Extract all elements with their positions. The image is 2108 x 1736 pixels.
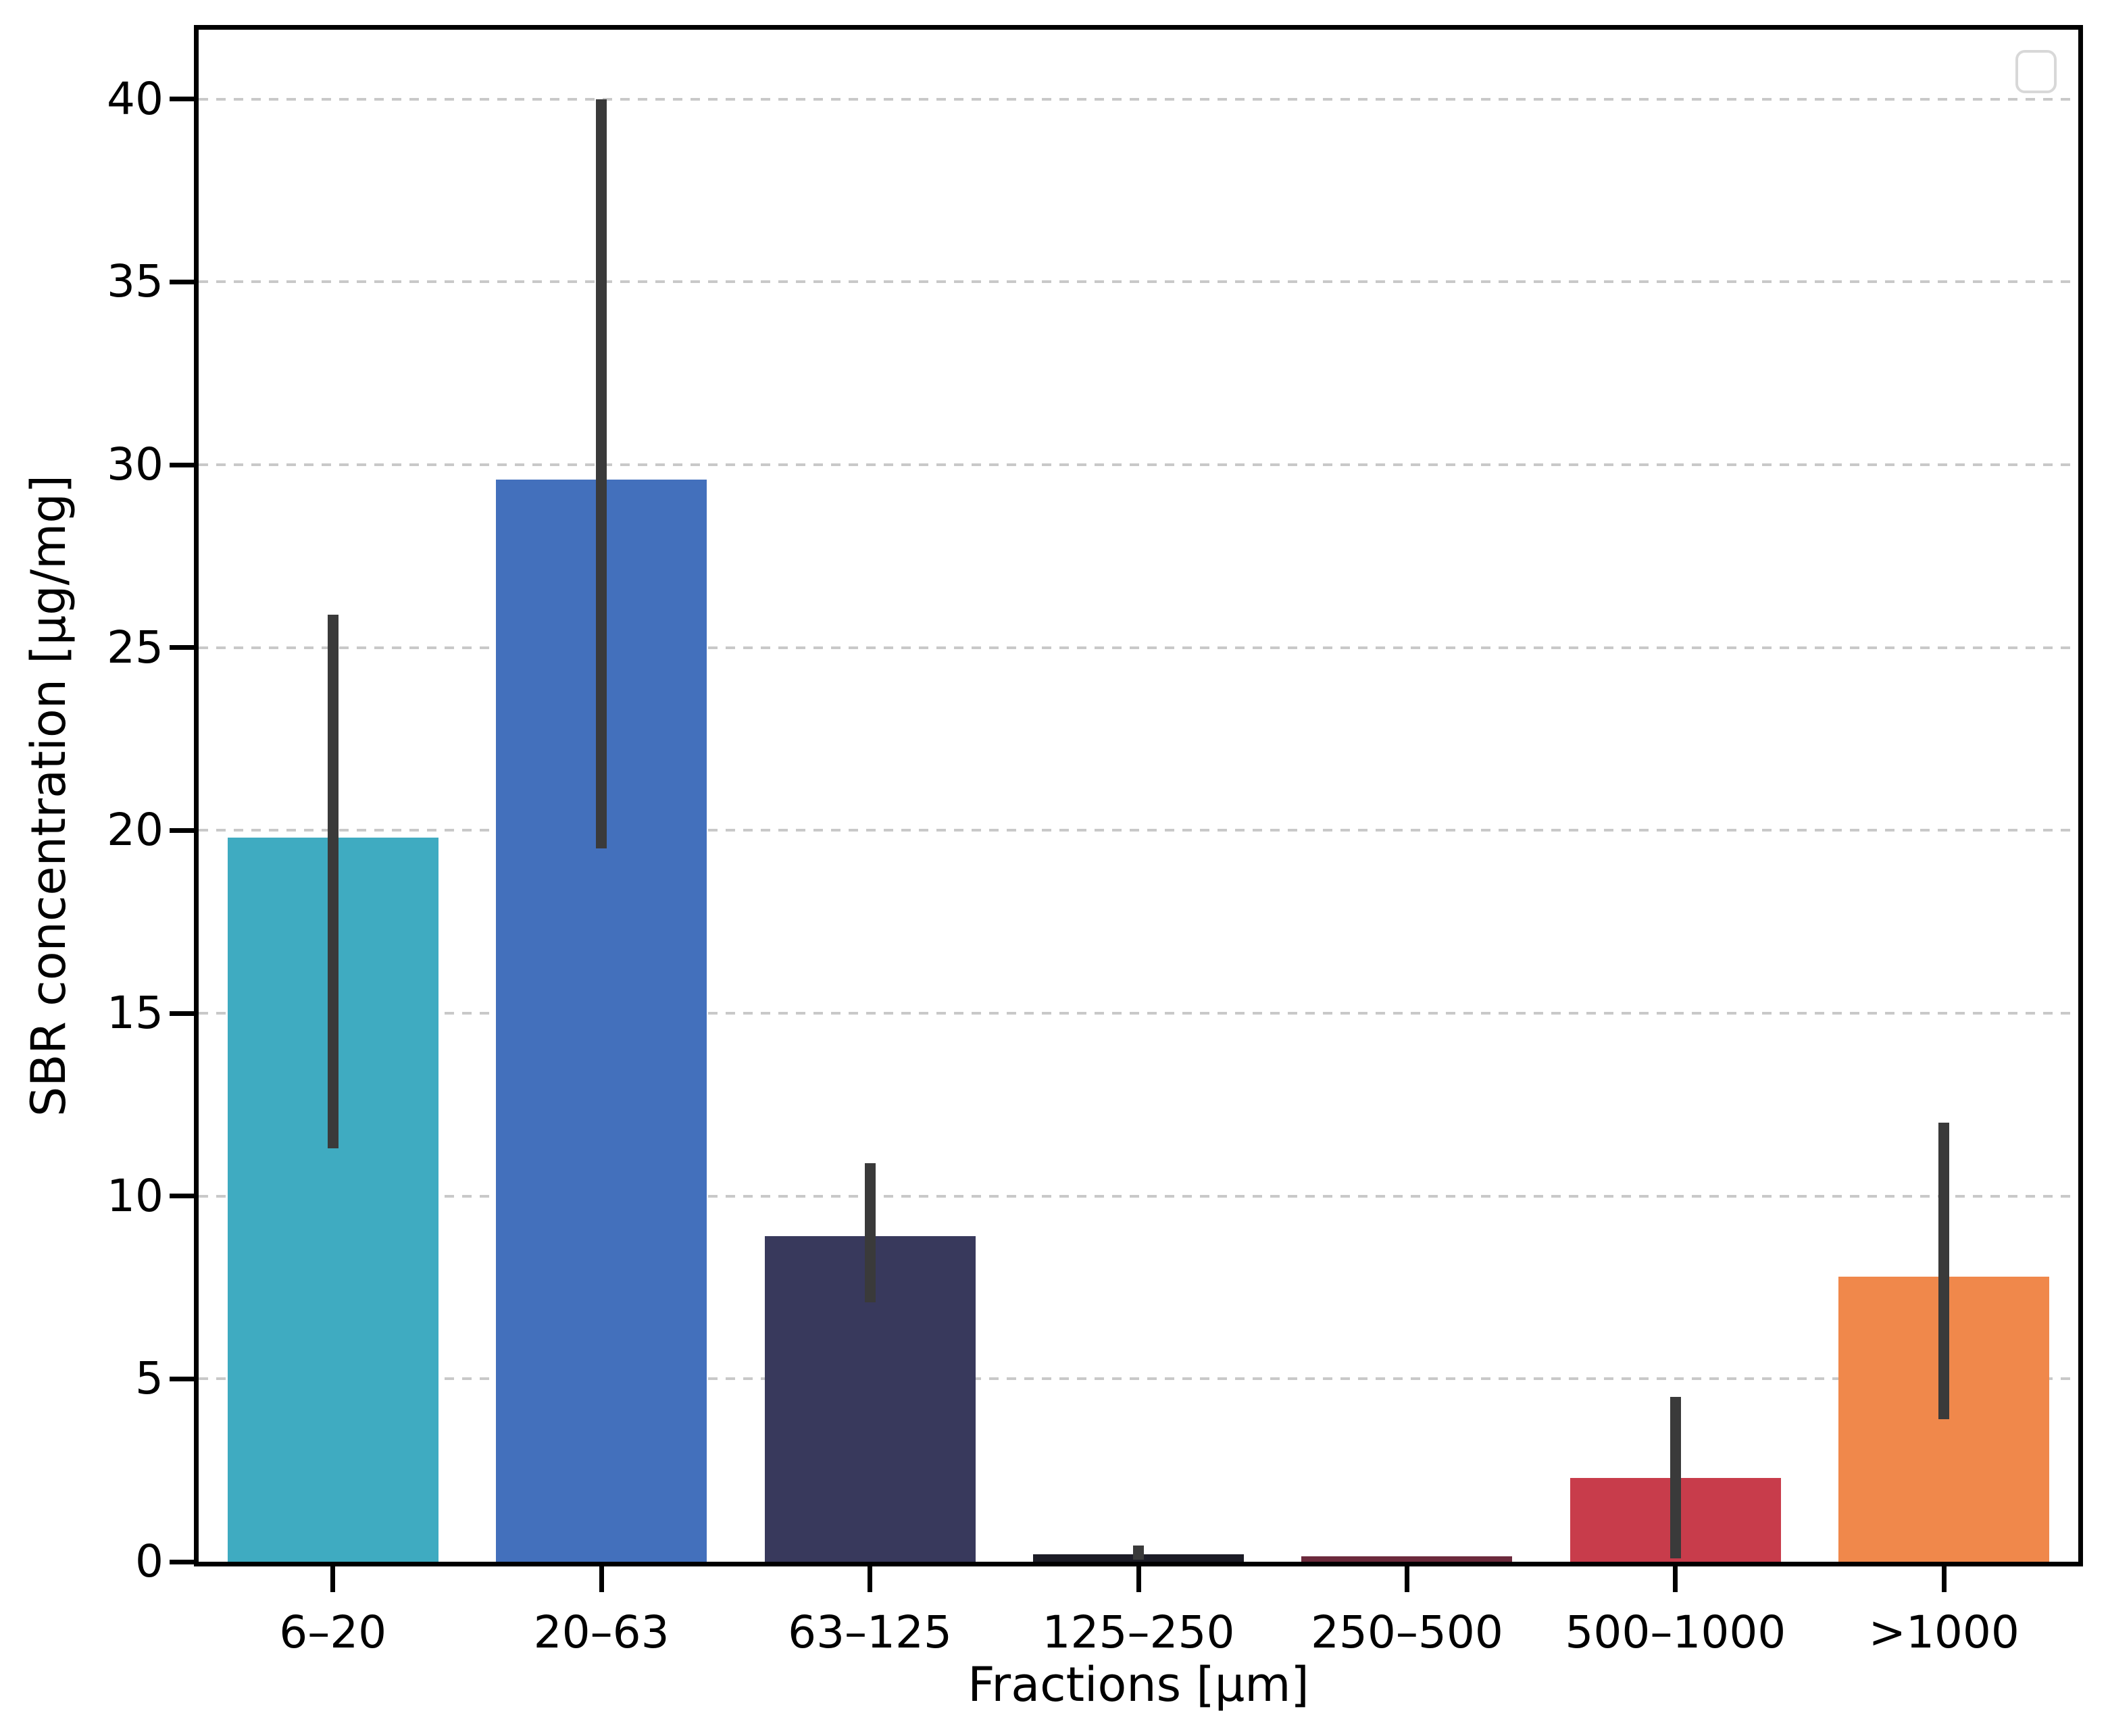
x-tick-label->1000: >1000	[1868, 1606, 2019, 1658]
x-tick-mark-250–500	[1404, 1566, 1409, 1592]
x-tick-label-250–500: 250–500	[1310, 1606, 1503, 1658]
legend-box	[2015, 50, 2057, 93]
y-tick-mark-30	[170, 462, 195, 467]
gridline-y25	[199, 646, 2078, 649]
y-tick-mark-35	[170, 279, 195, 284]
gridline-y20	[199, 829, 2078, 832]
error-bar-500–1000	[1670, 1397, 1681, 1558]
gridline-y30	[199, 463, 2078, 467]
x-tick-label-125–250: 125–250	[1042, 1606, 1235, 1658]
y-tick-mark-5	[170, 1376, 195, 1381]
error-bar-125–250	[1133, 1545, 1144, 1560]
y-tick-label-35: 35	[107, 255, 164, 308]
y-tick-mark-40	[170, 97, 195, 102]
y-tick-mark-10	[170, 1194, 195, 1199]
x-axis-label: Fractions [µm]	[968, 1657, 1309, 1712]
error-bar-63–125	[864, 1163, 876, 1302]
y-tick-mark-15	[170, 1011, 195, 1016]
error-bar->1000	[1938, 1123, 1950, 1419]
bar-250–500	[1301, 1556, 1513, 1562]
y-tick-mark-25	[170, 645, 195, 650]
gridline-y10	[199, 1194, 2078, 1198]
x-tick-mark->1000	[1941, 1566, 1947, 1592]
y-tick-label-40: 40	[107, 72, 164, 125]
x-tick-mark-125–250	[1136, 1566, 1141, 1592]
x-tick-label-63–125: 63–125	[788, 1606, 953, 1658]
y-axis-label: SBR concentration [µg/mg]	[21, 474, 76, 1117]
y-tick-label-20: 20	[107, 804, 164, 857]
y-tick-label-0: 0	[135, 1535, 164, 1587]
y-tick-label-5: 5	[135, 1352, 164, 1405]
x-tick-label-20–63: 20–63	[533, 1606, 670, 1658]
error-bar-6–20	[327, 615, 338, 1149]
y-tick-label-30: 30	[107, 438, 164, 491]
x-tick-mark-63–125	[868, 1566, 873, 1592]
x-tick-label-500–1000: 500–1000	[1565, 1606, 1786, 1658]
gridline-y35	[199, 280, 2078, 284]
plot-area	[194, 25, 2083, 1566]
gridline-y15	[199, 1012, 2078, 1015]
x-tick-label-6–20: 6–20	[279, 1606, 387, 1658]
y-tick-mark-0	[170, 1559, 195, 1564]
gridline-y5	[199, 1377, 2078, 1381]
x-tick-mark-500–1000	[1673, 1566, 1678, 1592]
gridline-y40	[199, 97, 2078, 101]
y-tick-label-15: 15	[107, 987, 164, 1040]
y-tick-label-10: 10	[107, 1169, 164, 1222]
y-tick-label-25: 25	[107, 621, 164, 673]
x-tick-mark-6–20	[330, 1566, 336, 1592]
x-tick-mark-20–63	[599, 1566, 604, 1592]
error-bar-20–63	[596, 99, 607, 849]
y-tick-mark-20	[170, 827, 195, 833]
